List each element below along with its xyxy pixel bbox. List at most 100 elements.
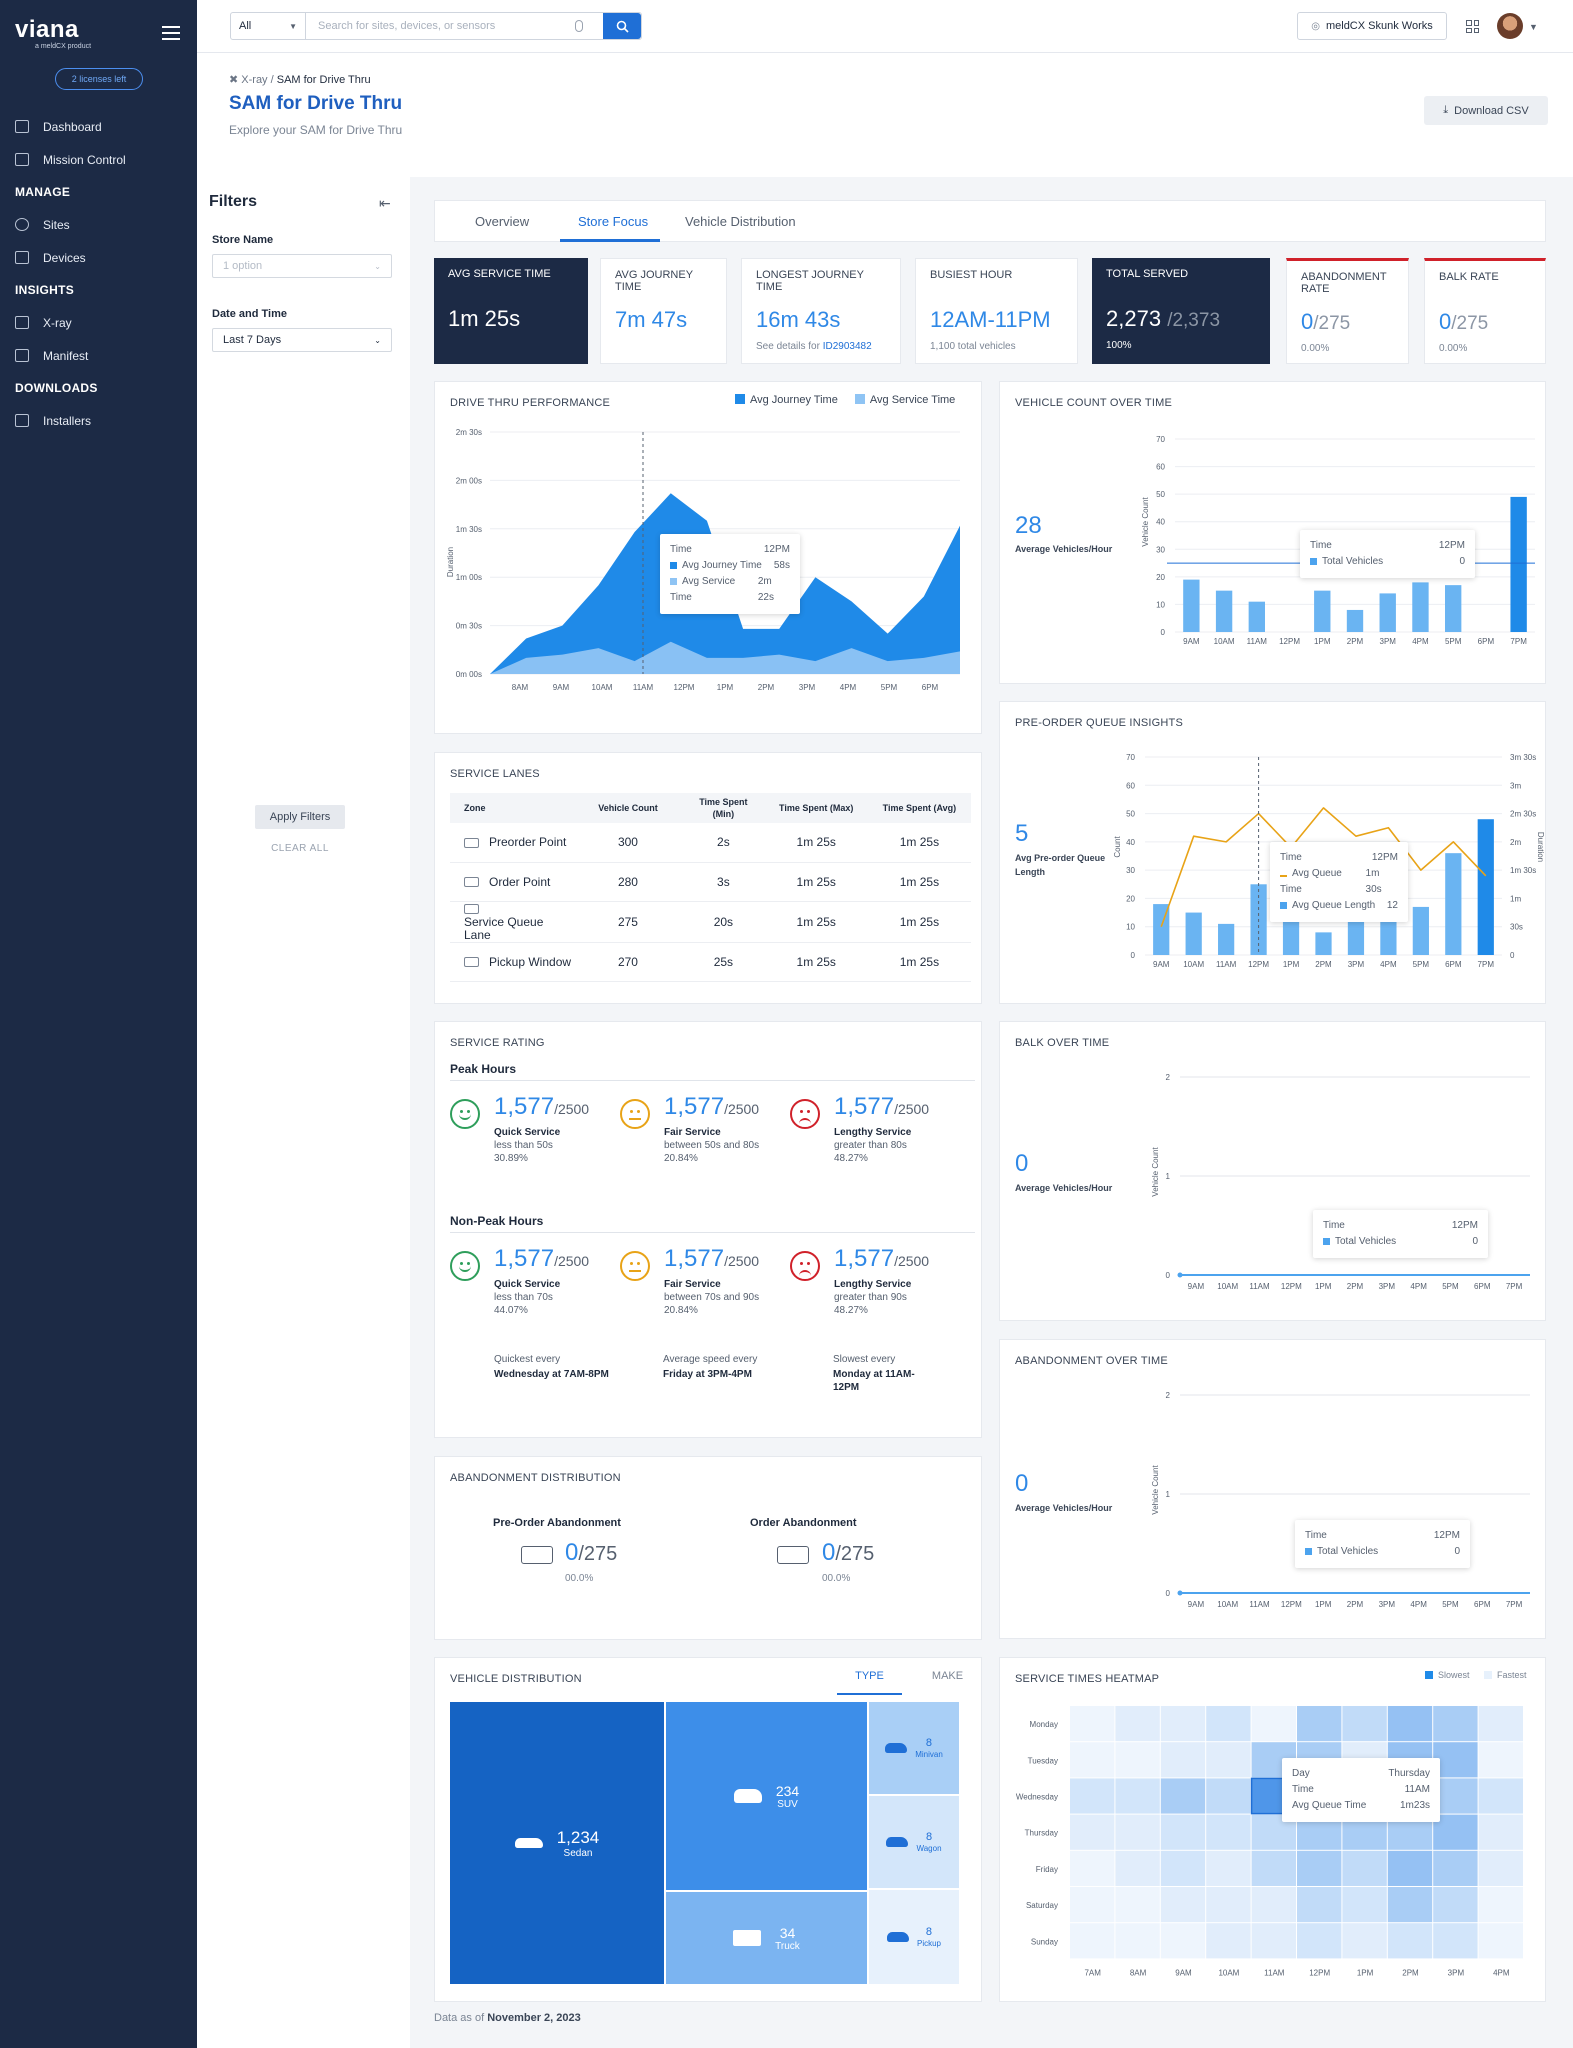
- kpi-value: 0/275: [1439, 309, 1488, 335]
- tooltip-row: Avg Queue Time 1m23s: [1292, 1798, 1430, 1814]
- search-category-select[interactable]: All ▼: [231, 13, 306, 39]
- summary-label: Slowest every: [833, 1354, 896, 1365]
- chart-tooltip: Time 12PM Total Vehicles 0: [1300, 530, 1475, 578]
- sidebar-item-label: Sites: [43, 217, 70, 232]
- search-input[interactable]: Search for sites, devices, or sensors: [306, 13, 603, 39]
- apps-grid-icon[interactable]: [1466, 20, 1479, 33]
- page-subtitle: Explore your SAM for Drive Thru: [229, 123, 403, 137]
- heatmap-cell: [1070, 1742, 1115, 1778]
- tooltip-label: Avg Queue Length: [1280, 898, 1375, 914]
- kpi-value: 2,273 /2,373: [1106, 306, 1220, 332]
- sidebar-item-xray[interactable]: X-ray: [0, 306, 197, 339]
- quickest-summary: Quickest every Wednesday at 7AM-8PM: [494, 1353, 609, 1381]
- tab-overview[interactable]: Overview: [475, 214, 530, 229]
- tooltip-row: Avg Journey Time 58s: [670, 558, 790, 574]
- treemap-sedan[interactable]: 1,234 Sedan: [450, 1702, 664, 1984]
- legend-swatch: [670, 578, 677, 585]
- tab-store-focus[interactable]: Store Focus: [578, 214, 649, 229]
- tooltip-value: 12PM: [763, 544, 790, 555]
- kpi-value: 16m 43s: [756, 307, 841, 332]
- sidebar-section-downloads: DOWNLOADS: [15, 381, 98, 395]
- treemap-pickup[interactable]: 8 Pickup: [869, 1890, 959, 1984]
- zone-icon: [464, 838, 479, 849]
- tab-vehicle-distribution[interactable]: Vehicle Distribution: [685, 214, 796, 229]
- journey-id-link[interactable]: ID2903482: [822, 341, 872, 352]
- tab-make[interactable]: MAKE: [931, 1670, 964, 1682]
- bar: [1315, 932, 1332, 955]
- legend-swatch: [1305, 1548, 1312, 1555]
- treemap-wagon[interactable]: 8 Wagon: [869, 1796, 959, 1888]
- heatmap-cell: [1160, 1778, 1206, 1814]
- table-cell: 1m 25s: [867, 823, 971, 863]
- card-title: VEHICLE COUNT OVER TIME: [1015, 397, 1172, 409]
- col-label: 4PM: [1493, 1968, 1510, 1977]
- sidebar-item-devices[interactable]: Devices: [0, 241, 197, 274]
- x-tick-label: 3PM: [799, 683, 816, 692]
- search-button[interactable]: [603, 13, 641, 39]
- sidebar: viana a meldCX product 2 licenses left D…: [0, 0, 197, 2048]
- treemap-suv[interactable]: 234 SUV: [666, 1702, 867, 1890]
- rating-desc: less than 70s: [494, 1292, 553, 1303]
- chevron-down-icon[interactable]: ▼: [1529, 22, 1538, 32]
- x-tick-label: 1PM: [1315, 1600, 1332, 1609]
- column-header: Time Spent (Min): [682, 793, 765, 823]
- x-tick-label: 12PM: [1281, 1600, 1302, 1609]
- menu-icon[interactable]: [162, 26, 180, 40]
- heatmap-cell: [1342, 1706, 1387, 1742]
- sidebar-item-mission-control[interactable]: Mission Control: [0, 143, 197, 176]
- tooltip-row: Total Vehicles 0: [1323, 1234, 1478, 1250]
- date-time-select[interactable]: Last 7 Days ⌄: [212, 328, 392, 352]
- store-name-select[interactable]: 1 option ⌄: [212, 254, 392, 278]
- org-selector[interactable]: ◎ meldCX Skunk Works: [1297, 12, 1447, 40]
- bar: [1218, 923, 1235, 955]
- filters-panel: Filters ⇤ Store Name 1 option ⌄ Date and …: [197, 177, 410, 2048]
- heatmap-cell: [1160, 1814, 1206, 1850]
- tooltip-label: Time: [1323, 1220, 1345, 1231]
- tooltip-label: Day: [1292, 1768, 1310, 1779]
- table-cell: 3s: [682, 862, 765, 902]
- tooltip-label: Time: [1280, 852, 1302, 863]
- zone-name: Preorder Point: [489, 835, 567, 850]
- viana-logo[interactable]: viana a meldCX product: [15, 18, 91, 51]
- col-label: 11AM: [1264, 1968, 1285, 1977]
- treemap-truck[interactable]: 34 Truck: [666, 1892, 867, 1984]
- breadcrumb-root[interactable]: X-ray: [241, 74, 268, 86]
- chart-tooltip: Time 12PM Avg Queue Time 1m 30s Avg Queue …: [1270, 842, 1408, 922]
- avg-vehicles-value: 0: [1015, 1150, 1029, 1177]
- kpi-busiest-hour: BUSIEST HOUR 12AM-11PM 1,100 total vehic…: [915, 258, 1078, 364]
- kpi-value-total: /275: [1313, 313, 1351, 334]
- heatmap-cell: [1160, 1923, 1206, 1959]
- store-name-placeholder: 1 option: [223, 260, 263, 272]
- sidebar-item-installers[interactable]: Installers: [0, 404, 197, 437]
- y2-tick-label: 0: [1510, 951, 1515, 960]
- truck-icon: [733, 1930, 762, 1946]
- face-mouth: [799, 1118, 811, 1124]
- divider: [450, 1232, 975, 1233]
- clear-all-button[interactable]: CLEAR ALL: [271, 843, 329, 854]
- sidebar-item-sites[interactable]: Sites: [0, 208, 197, 241]
- microphone-icon[interactable]: [575, 20, 583, 32]
- treemap-minivan[interactable]: 8 Minivan: [869, 1702, 959, 1794]
- licenses-badge[interactable]: 2 licenses left: [55, 68, 143, 90]
- search-placeholder: Search for sites, devices, or sensors: [318, 20, 496, 32]
- rating-value: 1,577: [834, 1093, 895, 1120]
- avatar[interactable]: [1497, 13, 1523, 39]
- legend-swatch-journey: [735, 394, 745, 404]
- sidebar-item-manifest[interactable]: Manifest: [0, 339, 197, 372]
- download-csv-button[interactable]: ⤓ Download CSV: [1424, 96, 1548, 125]
- sidebar-item-label: Installers: [43, 413, 92, 428]
- sidebar-item-dashboard[interactable]: Dashboard: [0, 110, 197, 143]
- bar: [1379, 593, 1396, 632]
- kpi-avg-journey-time: AVG JOURNEY TIME 7m 47s: [600, 258, 727, 364]
- sites-icon: [15, 218, 29, 231]
- apply-filters-button[interactable]: Apply Filters: [255, 805, 345, 829]
- pre-order-queue-chart: Count Duration 0 10 20 30 40 50 60 70 9AM 10AM 11A…: [1113, 753, 1545, 969]
- summary-value: Monday at 11AM-12PM: [833, 1369, 915, 1393]
- rating-item: 1,577/2500 Lengthy Service greater than 90…: [834, 1246, 929, 1317]
- tab-type[interactable]: TYPE: [837, 1667, 902, 1695]
- summary-label: Average speed every: [663, 1354, 758, 1365]
- collapse-icon[interactable]: ⇤: [379, 195, 391, 211]
- chart-tooltip: Time 12PM Avg Journey Time 58s Avg Service…: [660, 534, 800, 614]
- table-cell: 1m 25s: [867, 901, 971, 943]
- heatmap-cell: [1433, 1742, 1478, 1778]
